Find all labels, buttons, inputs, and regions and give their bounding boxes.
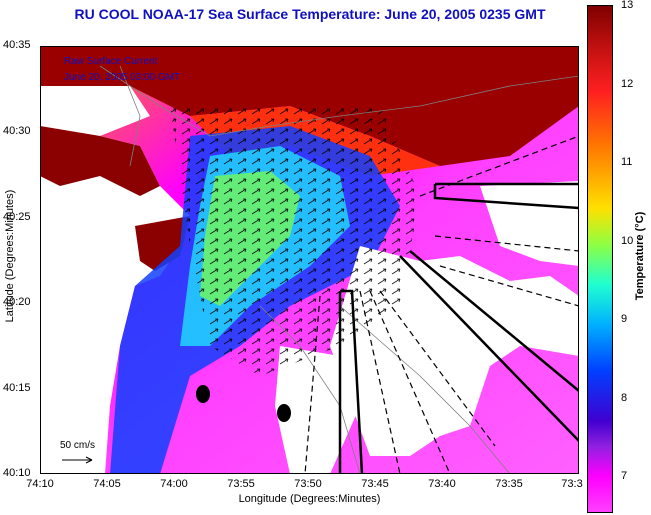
y-axis-title: Latitude (Degrees:Minutes)	[4, 189, 16, 323]
map-title: RU COOL NOAA-17 Sea Surface Temperature:…	[74, 6, 546, 22]
warm-region-west	[40, 126, 160, 196]
scale-arrow	[62, 456, 93, 464]
station-marker-2	[277, 404, 291, 422]
sst-map	[40, 46, 579, 474]
survey-lines-dashed	[304, 135, 579, 474]
x-tick: 73:40	[428, 478, 456, 490]
y-tick: 40:15	[3, 382, 31, 394]
land-north-shore	[40, 86, 150, 136]
colorbar-tick: 11	[621, 156, 633, 168]
station-marker-1	[196, 385, 210, 403]
colorbar-tick: 13	[621, 0, 634, 11]
colorbar-tick: 8	[621, 392, 628, 404]
colorbar-tick: 9	[621, 313, 628, 325]
colorbar-title: Temperature (°C)	[634, 211, 646, 301]
map-frame	[40, 46, 579, 474]
y-tick: 40:30	[3, 125, 31, 137]
land-new-jersey	[40, 126, 190, 474]
x-tick: 73:3	[561, 478, 583, 490]
x-tick: 73:55	[227, 478, 255, 490]
legend-current-label: Raw Surface Current	[64, 56, 158, 67]
bathymetry-contours	[99, 65, 579, 474]
current-vector-field	[170, 106, 420, 376]
temperature-colorbar	[587, 5, 613, 513]
x-tick: 74:10	[26, 478, 54, 490]
x-tick: 74:05	[93, 478, 121, 490]
x-tick: 73:50	[294, 478, 322, 490]
y-tick: 40:10	[3, 467, 31, 479]
x-tick: 74:00	[160, 478, 188, 490]
y-tick: 40:25	[3, 211, 31, 223]
colorbar-tick: 12	[621, 78, 634, 90]
survey-lines	[338, 182, 579, 474]
colorbar-tick: 7	[621, 470, 628, 482]
scale-label: 50 cm/s	[60, 440, 96, 451]
x-tick: 73:45	[361, 478, 389, 490]
legend-current-time: June 20, 2005 03:00 GMT	[64, 72, 181, 83]
x-tick: 73:35	[495, 478, 523, 490]
x-axis-title: Longitude (Degrees:Minutes)	[238, 493, 381, 505]
y-tick: 40:35	[3, 39, 31, 51]
colorbar-tick: 10	[621, 235, 634, 247]
y-tick: 40:20	[3, 296, 31, 308]
